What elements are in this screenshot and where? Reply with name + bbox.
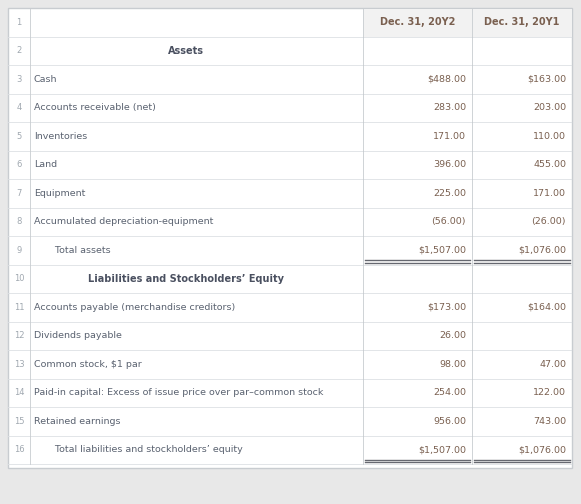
Text: Accounts receivable (net): Accounts receivable (net) <box>34 103 156 112</box>
Text: 5: 5 <box>16 132 21 141</box>
Text: 203.00: 203.00 <box>533 103 566 112</box>
Text: Dec. 31, 20Y1: Dec. 31, 20Y1 <box>485 17 560 27</box>
Text: 98.00: 98.00 <box>439 360 466 369</box>
Text: Paid-in capital: Excess of issue price over par–common stock: Paid-in capital: Excess of issue price o… <box>34 388 324 397</box>
Text: 11: 11 <box>14 303 24 312</box>
Text: $488.00: $488.00 <box>427 75 466 84</box>
Text: 4: 4 <box>16 103 21 112</box>
Text: 2: 2 <box>16 46 21 55</box>
Text: 10: 10 <box>14 274 24 283</box>
Text: Accounts payable (merchandise creditors): Accounts payable (merchandise creditors) <box>34 303 235 312</box>
Text: (26.00): (26.00) <box>532 217 566 226</box>
Text: 171.00: 171.00 <box>433 132 466 141</box>
Text: $1,076.00: $1,076.00 <box>518 246 566 255</box>
Text: 1: 1 <box>16 18 21 27</box>
Text: 956.00: 956.00 <box>433 417 466 426</box>
Text: Dividends payable: Dividends payable <box>34 331 122 340</box>
Bar <box>472 9 572 36</box>
Text: $164.00: $164.00 <box>527 303 566 312</box>
Text: Total assets: Total assets <box>46 246 110 255</box>
Text: Cash: Cash <box>34 75 58 84</box>
Text: 47.00: 47.00 <box>539 360 566 369</box>
Text: 171.00: 171.00 <box>533 189 566 198</box>
Text: Common stock, $1 par: Common stock, $1 par <box>34 360 142 369</box>
Bar <box>363 9 472 36</box>
Text: 254.00: 254.00 <box>433 388 466 397</box>
Text: 8: 8 <box>16 217 21 226</box>
Text: Dec. 31, 20Y2: Dec. 31, 20Y2 <box>380 17 455 27</box>
Text: Total liabilities and stockholders’ equity: Total liabilities and stockholders’ equi… <box>46 445 243 454</box>
Text: Retained earnings: Retained earnings <box>34 417 120 426</box>
Text: 7: 7 <box>16 189 21 198</box>
Text: $1,507.00: $1,507.00 <box>418 445 466 454</box>
Text: Inventories: Inventories <box>34 132 87 141</box>
Text: Accumulated depreciation-equipment: Accumulated depreciation-equipment <box>34 217 213 226</box>
Text: 110.00: 110.00 <box>533 132 566 141</box>
Text: Equipment: Equipment <box>34 189 85 198</box>
Text: $163.00: $163.00 <box>527 75 566 84</box>
Text: Land: Land <box>34 160 57 169</box>
Text: 14: 14 <box>14 388 24 397</box>
Text: Assets: Assets <box>167 46 203 56</box>
Text: $1,507.00: $1,507.00 <box>418 246 466 255</box>
Text: $1,076.00: $1,076.00 <box>518 445 566 454</box>
Text: 396.00: 396.00 <box>433 160 466 169</box>
Text: 455.00: 455.00 <box>533 160 566 169</box>
Text: 743.00: 743.00 <box>533 417 566 426</box>
Text: Liabilities and Stockholders’ Equity: Liabilities and Stockholders’ Equity <box>88 274 284 284</box>
Text: 9: 9 <box>16 246 21 255</box>
Text: $173.00: $173.00 <box>427 303 466 312</box>
Text: 15: 15 <box>14 417 24 426</box>
Text: 16: 16 <box>14 445 24 454</box>
Text: 6: 6 <box>16 160 21 169</box>
Text: 225.00: 225.00 <box>433 189 466 198</box>
Text: 122.00: 122.00 <box>533 388 566 397</box>
Text: 26.00: 26.00 <box>439 331 466 340</box>
Text: 283.00: 283.00 <box>433 103 466 112</box>
Text: 12: 12 <box>14 331 24 340</box>
Text: 13: 13 <box>14 360 24 369</box>
Text: 3: 3 <box>16 75 21 84</box>
Text: (56.00): (56.00) <box>432 217 466 226</box>
